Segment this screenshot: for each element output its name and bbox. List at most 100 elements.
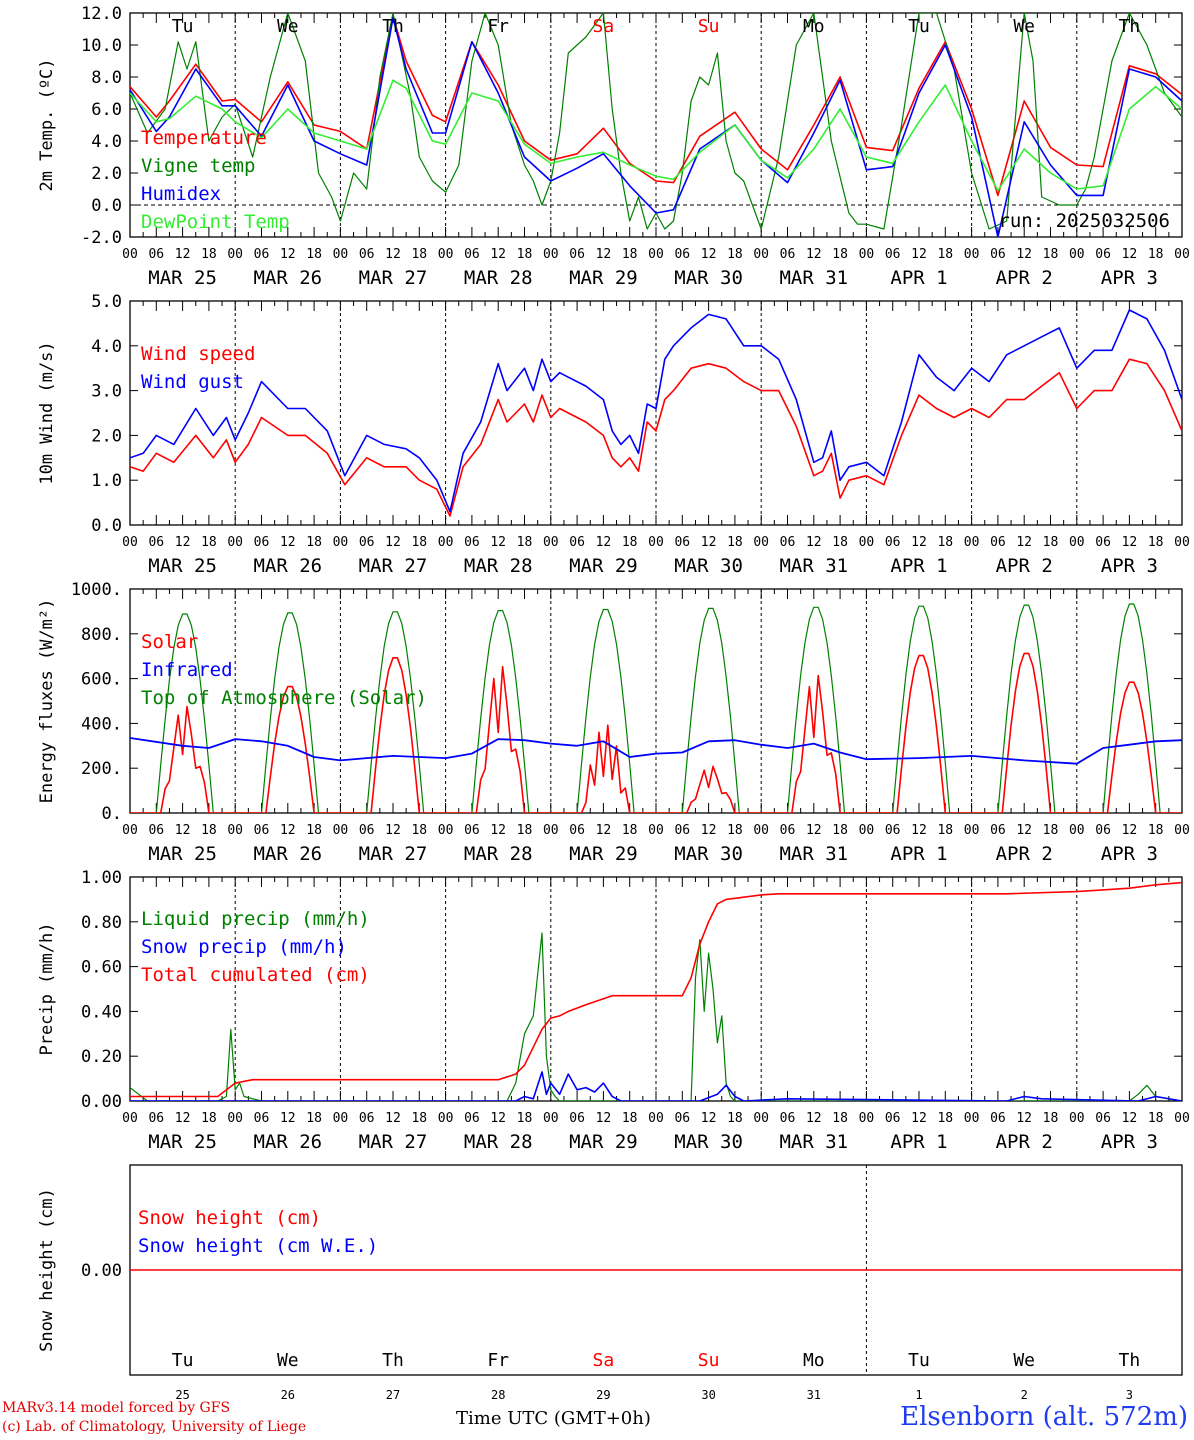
series-line-3: [130, 16, 1182, 237]
legend-item: Solar: [141, 631, 198, 653]
x-date-label: APR 1: [890, 267, 947, 289]
y-tick-label: 3.0: [91, 382, 122, 402]
x-hour-label: 00: [122, 823, 138, 838]
x-date-label: MAR 25: [148, 267, 217, 289]
x-date-label: MAR 28: [464, 1131, 533, 1153]
x-date-label: MAR 27: [359, 1131, 428, 1153]
x-date-label: MAR 25: [148, 1131, 217, 1153]
x-hour-label: 18: [306, 823, 322, 838]
x-hour-label: 12: [911, 535, 927, 550]
x-hour-label: 12: [806, 1111, 822, 1126]
x-hour-label: 12: [701, 247, 717, 262]
x-hour-label: 06: [254, 1111, 270, 1126]
day-number-label: 29: [596, 1388, 610, 1400]
x-hour-label: 00: [753, 1111, 769, 1126]
x-hour-label: 18: [937, 823, 953, 838]
x-hour-label: 18: [937, 247, 953, 262]
x-hour-label: 12: [490, 247, 506, 262]
x-hour-label: 06: [885, 247, 901, 262]
x-date-label: APR 1: [890, 555, 947, 577]
x-date-label: MAR 26: [253, 267, 322, 289]
x-hour-label: 12: [596, 823, 612, 838]
day-number-label: 31: [807, 1388, 821, 1400]
y-tick-label: 6.0: [91, 100, 122, 120]
panel-2: 0.0 1.0 2.0 3.0 4.0 5.0 10m Wind (m/s) 00 06 12 18…: [37, 292, 1190, 577]
station-label: Elsenborn (alt. 572m): [900, 1402, 1188, 1432]
x-hour-label: 06: [990, 823, 1006, 838]
y-tick-label: 1.0: [91, 471, 122, 491]
x-hour-label: 06: [1095, 1111, 1111, 1126]
x-hour-label: 06: [254, 535, 270, 550]
y-tick-label: 600.: [81, 670, 122, 690]
series-line-2: [130, 1071, 1182, 1101]
x-hour-label: 00: [964, 247, 980, 262]
x-hour-label: 12: [1122, 1111, 1138, 1126]
x-date-label: MAR 31: [779, 555, 848, 577]
x-hour-label: 06: [148, 535, 164, 550]
weekday-label: Sa: [593, 1350, 615, 1371]
x-hour-label: 00: [333, 1111, 349, 1126]
x-date-label: APR 2: [996, 843, 1053, 865]
y-tick-label: -2.0: [81, 228, 122, 248]
x-hour-label: 06: [780, 535, 796, 550]
x-hour-label: 18: [411, 1111, 427, 1126]
legend-item: Wind speed: [141, 343, 255, 365]
x-hour-label: 00: [859, 535, 875, 550]
x-hour-label: 00: [122, 247, 138, 262]
x-hour-label: 00: [648, 247, 664, 262]
y-tick-label: 4.0: [91, 337, 122, 357]
x-hour-label: 12: [385, 535, 401, 550]
x-hour-label: 00: [859, 823, 875, 838]
x-hour-label: 06: [990, 1111, 1006, 1126]
x-hour-label: 06: [464, 535, 480, 550]
x-hour-label: 06: [464, 823, 480, 838]
x-hour-label: 00: [964, 1111, 980, 1126]
x-hour-label: 12: [175, 247, 191, 262]
x-hour-label: 06: [569, 247, 585, 262]
x-hour-label: 00: [543, 823, 559, 838]
weekday-label: Tu: [172, 16, 194, 37]
x-date-label: MAR 29: [569, 1131, 638, 1153]
x-hour-label: 06: [1095, 535, 1111, 550]
x-hour-label: 18: [1043, 1111, 1059, 1126]
x-date-label: MAR 28: [464, 267, 533, 289]
x-hour-label: 12: [596, 247, 612, 262]
x-hour-label: 12: [175, 823, 191, 838]
legend-item: Snow height (cm): [138, 1207, 321, 1229]
x-date-label: MAR 31: [779, 843, 848, 865]
x-hour-label: 00: [1069, 535, 1085, 550]
x-hour-label: 18: [832, 247, 848, 262]
x-date-label: MAR 25: [148, 843, 217, 865]
x-date-label: MAR 27: [359, 555, 428, 577]
x-hour-label: 06: [1095, 823, 1111, 838]
weekday-label: We: [277, 1350, 299, 1371]
legend-item: Infrared: [141, 659, 233, 681]
y-tick-label: 0.60: [81, 958, 122, 978]
day-number-label: 27: [386, 1388, 400, 1400]
panel-1: -2.0 0.0 2.0 4.0 6.0 8.0 10.0 12.0 2m Temp. (ºC)…: [37, 4, 1190, 289]
x-hour-label: 00: [1069, 823, 1085, 838]
x-hour-label: 06: [674, 1111, 690, 1126]
series-line-1: [130, 932, 1182, 1101]
x-hour-label: 00: [543, 535, 559, 550]
legend-item: Vigne temp: [141, 155, 255, 177]
weekday-label: We: [1013, 1350, 1035, 1371]
x-hour-label: 00: [1174, 535, 1190, 550]
x-hour-label: 06: [148, 247, 164, 262]
x-hour-label: 18: [727, 1111, 743, 1126]
x-hour-label: 00: [964, 823, 980, 838]
x-hour-label: 00: [122, 1111, 138, 1126]
weekday-label: Tu: [908, 1350, 930, 1371]
x-hour-label: 00: [859, 247, 875, 262]
x-hour-label: 12: [911, 247, 927, 262]
x-hour-label: 12: [1122, 247, 1138, 262]
x-date-label: APR 3: [1101, 267, 1158, 289]
x-hour-label: 06: [569, 1111, 585, 1126]
x-hour-label: 00: [227, 535, 243, 550]
x-hour-label: 06: [254, 247, 270, 262]
legend-item: Snow precip (mm/h): [141, 936, 347, 958]
x-hour-label: 00: [333, 247, 349, 262]
x-hour-label: 18: [1043, 247, 1059, 262]
x-hour-label: 12: [490, 535, 506, 550]
